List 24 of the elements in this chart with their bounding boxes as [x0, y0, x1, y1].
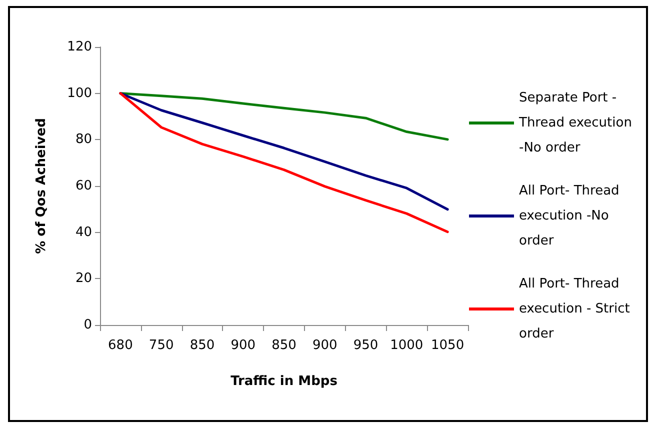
y-tick-label: 60: [75, 178, 92, 194]
y-axis-title: % of Qos Acheived: [34, 118, 49, 254]
legend-label: All Port- Thread execution - Strict order: [519, 276, 634, 342]
legend-label: Separate Port - Thread execution -No order: [518, 90, 636, 156]
x-tick-label: 900: [230, 338, 256, 353]
line-series: [119, 92, 449, 141]
x-tick-label: 950: [353, 338, 378, 353]
x-tick-label: 900: [312, 338, 338, 353]
y-tick-label: 40: [75, 224, 92, 240]
x-axis-title: Traffic in Mbps: [230, 374, 338, 389]
x-tick-label: 850: [190, 338, 215, 353]
y-tick-label: 80: [75, 132, 92, 148]
y-tick-label: 120: [67, 40, 92, 54]
x-tick-label: 1050: [431, 338, 464, 353]
y-tick-label: 20: [75, 271, 92, 286]
x-tick-label: 1000: [390, 338, 424, 353]
y-tick-label: 0: [84, 318, 92, 332]
x-tick-label: 850: [272, 338, 296, 353]
x-tick-label: 750: [148, 338, 174, 353]
line-series: [119, 92, 449, 234]
x-tick-label: 680: [108, 338, 133, 353]
line-series: [119, 92, 449, 211]
legend-label: All Port- Thread execution -No order: [519, 184, 624, 248]
y-tick-label: 100: [67, 86, 92, 101]
